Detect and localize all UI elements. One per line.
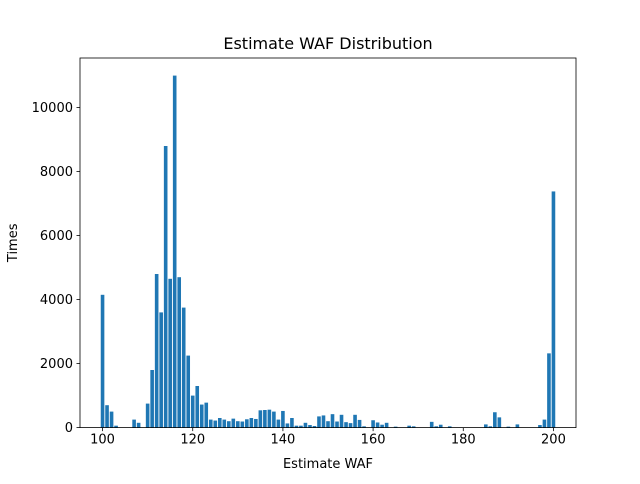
- bar: [276, 419, 281, 428]
- bar: [290, 418, 294, 428]
- y-axis-label: Times: [6, 223, 21, 263]
- bar: [362, 426, 366, 428]
- bar: [181, 307, 186, 428]
- bar: [109, 411, 114, 428]
- bar: [493, 412, 497, 428]
- bar: [303, 422, 308, 428]
- bar: [308, 425, 312, 428]
- bar: [326, 421, 330, 428]
- bar: [371, 420, 375, 428]
- bar: [272, 411, 276, 428]
- bar: [177, 277, 182, 428]
- bar: [321, 415, 326, 428]
- bar: [429, 421, 434, 428]
- bar: [438, 424, 443, 428]
- x-axis-label: Estimate WAF: [283, 457, 373, 472]
- bar: [506, 426, 511, 428]
- bar: [204, 402, 209, 428]
- bar: [335, 421, 339, 428]
- bar: [217, 418, 222, 428]
- y-tick-label: 0: [65, 421, 73, 436]
- bar: [240, 421, 245, 428]
- bar: [542, 419, 547, 428]
- x-tick-label: 160: [361, 433, 386, 448]
- bar: [150, 370, 154, 428]
- bar: [267, 409, 272, 428]
- bar: [114, 425, 118, 428]
- bar: [105, 405, 109, 428]
- bar: [213, 420, 218, 428]
- bar: [330, 414, 335, 428]
- bar: [551, 191, 556, 428]
- bar: [159, 312, 163, 428]
- bar: [538, 425, 542, 428]
- y-tick-label: 8000: [40, 165, 73, 180]
- bar: [484, 424, 488, 428]
- bar: [208, 419, 213, 428]
- bar: [407, 425, 411, 428]
- bar: [100, 294, 105, 428]
- bar: [384, 422, 389, 428]
- bar: [195, 386, 200, 428]
- chart-title: Estimate WAF Distribution: [223, 34, 432, 53]
- bar: [186, 355, 191, 428]
- bar: [357, 419, 362, 428]
- bar: [231, 418, 236, 428]
- bar: [285, 423, 290, 428]
- bar: [145, 403, 150, 428]
- bar: [299, 425, 303, 428]
- bar: [497, 417, 502, 428]
- bar: [344, 422, 348, 428]
- bar: [154, 274, 159, 428]
- bar: [190, 395, 195, 428]
- bar: [434, 426, 439, 428]
- bar: [294, 425, 299, 428]
- bar: [393, 426, 398, 428]
- bar: [515, 424, 520, 428]
- y-tick-label: 10000: [32, 101, 73, 116]
- bar: [348, 423, 353, 428]
- bar: [163, 146, 168, 428]
- bar: [136, 422, 141, 428]
- bar: [132, 419, 136, 428]
- bar: [226, 421, 231, 428]
- y-tick-label: 6000: [40, 229, 73, 244]
- x-tick-label: 140: [270, 433, 295, 448]
- y-axis-ticks: 0 2000 4000 6000 8000 10000: [32, 101, 80, 436]
- bar: [263, 410, 267, 428]
- bar: [447, 426, 452, 428]
- bar: [199, 404, 204, 428]
- y-tick-label: 4000: [40, 293, 73, 308]
- x-tick-label: 120: [180, 433, 205, 448]
- bar: [312, 426, 317, 428]
- bars-layer: [100, 75, 556, 428]
- bar: [172, 75, 177, 428]
- plot-frame: [79, 57, 577, 429]
- bar: [281, 410, 285, 428]
- bar: [249, 418, 254, 428]
- bar: [547, 353, 551, 428]
- bar: [380, 424, 384, 428]
- bar: [168, 278, 172, 428]
- x-tick-label: 200: [541, 433, 566, 448]
- bar: [222, 419, 227, 428]
- bar: [254, 418, 258, 428]
- x-tick-label: 100: [90, 433, 115, 448]
- bar: [488, 426, 493, 428]
- bar: [258, 410, 263, 428]
- bar: [375, 422, 380, 428]
- x-axis-ticks: 100 120 140 160 180 200: [90, 427, 566, 448]
- y-tick-label: 2000: [40, 357, 73, 372]
- bar: [411, 426, 416, 428]
- bar: [236, 421, 240, 428]
- bar: [353, 414, 357, 428]
- x-tick-label: 180: [451, 433, 476, 448]
- bar: [339, 414, 344, 428]
- bar: [317, 416, 321, 428]
- bar: [245, 419, 249, 428]
